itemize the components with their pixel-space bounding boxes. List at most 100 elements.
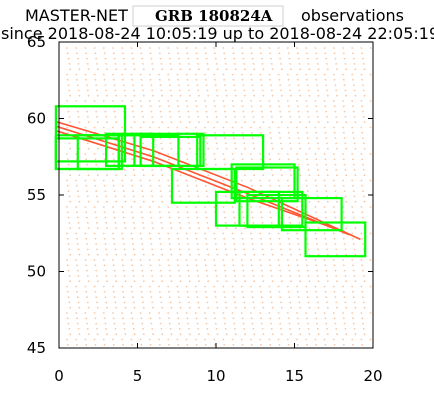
background-dot [68,222,71,224]
background-dot [240,100,243,102]
background-dot [104,190,107,193]
background-dot [332,206,335,208]
background-dot [224,301,227,304]
background-dot [85,211,88,214]
background-dot [342,343,345,346]
background-dot [112,312,114,314]
background-dot [204,232,206,235]
background-dot [326,333,329,336]
background-dot [234,94,237,97]
background-dot [306,52,308,55]
background-dot [123,328,126,330]
background-dot [195,78,198,81]
background-dot [260,105,262,108]
background-dot [307,63,310,65]
background-dot [124,280,127,283]
background-dot [131,237,134,240]
background-dot [179,147,182,150]
background-dot [142,63,144,65]
background-dot [342,264,345,267]
background-dot [204,237,207,240]
background-dot [299,94,302,97]
background-dot [214,237,216,240]
background-dot [296,312,298,314]
background-dot [352,131,354,134]
background-dot [268,232,271,235]
background-dot [161,200,164,203]
x-tick-label: 10 [206,367,225,385]
background-dot [112,343,115,346]
background-dot [131,105,134,108]
background-dot [139,47,142,49]
background-dot [224,296,226,298]
background-dot [240,179,243,182]
background-dot [296,73,298,76]
background-dot [104,216,107,219]
background-dot [96,195,98,198]
background-dot [231,153,234,155]
background-dot [214,131,216,134]
background-dot [260,78,262,81]
background-dot [271,280,274,283]
background-dot [277,47,280,49]
background-dot [130,338,133,341]
background-dot [224,84,226,86]
background-dot [259,153,262,155]
background-dot [168,105,170,108]
background-dot [148,312,151,314]
background-dot [286,179,289,182]
background-dot [96,222,98,224]
background-dot [252,116,255,118]
background-dot [159,190,162,193]
background-dot [105,63,108,65]
background-dot [345,147,348,150]
background-dot [308,333,311,336]
background-dot [150,57,153,60]
background-dot [233,110,236,113]
background-dot [149,290,152,293]
background-dot [141,269,144,272]
background-dot [296,264,299,267]
background-dot [270,142,273,145]
background-dot [150,322,153,325]
background-dot [87,280,90,283]
background-dot [251,322,254,325]
background-dot [103,290,106,293]
background-dot [76,322,79,325]
background-dot [84,47,87,49]
background-dot [260,317,262,320]
background-dot [250,237,253,240]
background-dot [194,100,197,102]
background-dot [231,47,234,49]
background-dot [66,285,68,288]
background-dot [280,147,283,150]
background-dot [170,68,173,71]
background-dot [361,131,364,134]
background-dot [168,52,170,55]
background-dot [344,248,347,251]
background-dot [362,195,365,198]
background-dot [307,275,310,277]
background-dot [195,105,198,108]
background-dot [323,338,326,341]
background-dot [244,174,246,177]
background-dot [186,237,189,240]
background-dot [325,322,328,325]
background-dot [352,190,355,193]
background-dot [86,269,88,272]
background-dot [234,222,236,224]
background-dot [290,68,292,71]
background-dot [152,94,154,97]
background-dot [177,52,180,55]
background-dot [168,322,171,325]
background-dot [290,121,292,124]
background-dot [260,131,262,134]
background-dot [75,73,78,76]
background-dot [105,89,108,92]
background-dot [95,322,98,325]
background-dot [186,105,189,108]
background-dot [317,121,320,124]
background-dot [170,121,173,124]
background-dot [297,84,300,86]
background-dot [222,179,225,182]
